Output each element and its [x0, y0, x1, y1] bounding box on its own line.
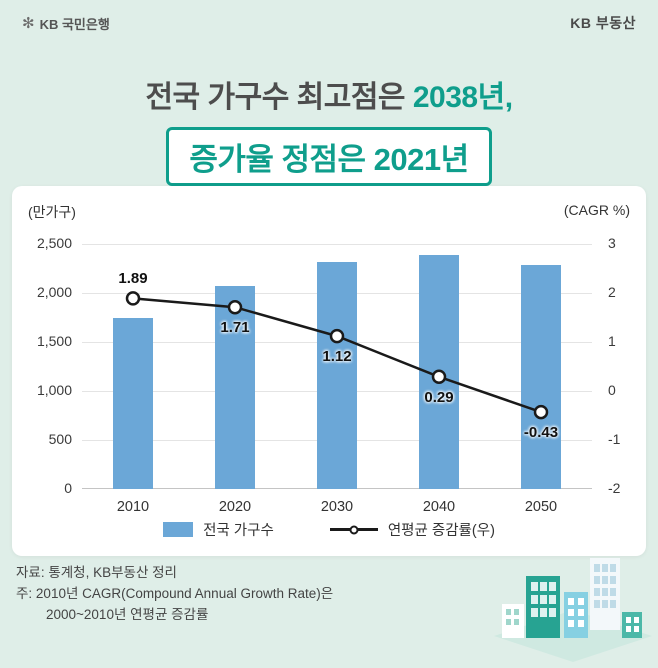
household-bar [215, 286, 255, 489]
left-axis-tick: 0 [64, 480, 72, 496]
line-marker-icon [349, 525, 359, 534]
plot-area: 0 -2 500 -1 1,000 0 1,500 1 2,000 2 2,500 3 2010 2020… [37, 235, 621, 515]
right-axis-tick: 1 [608, 333, 616, 349]
x-axis-label: 2020 [218, 499, 252, 515]
kb-bank-logo-text: KB 국민은행 [39, 16, 110, 32]
left-axis-tick: 1,500 [36, 333, 72, 349]
title-line2-box: 증가율 정점은 2021년 [166, 127, 492, 186]
cagr-point-label: 1.71 [220, 319, 250, 337]
left-axis-tick: 500 [48, 431, 72, 447]
legend-item-cagr: 연평균 증감률(우) [329, 519, 495, 540]
line-swatch-icon [329, 525, 378, 534]
header: ✻ KB 국민은행 KB 부동산 [0, 0, 658, 46]
household-bar [521, 265, 561, 489]
kb-star-icon: ✻ [22, 14, 35, 32]
title-line1-prefix: 전국 가구수 최고점은 [145, 81, 413, 114]
grid-line [82, 244, 592, 245]
cagr-line [125, 291, 549, 420]
right-axis-tick: 2 [608, 284, 616, 300]
x-axis-label: 2040 [422, 499, 456, 515]
kb-real-estate-brand: KB 부동산 [570, 15, 636, 31]
line-marker [125, 291, 141, 306]
right-axis-tick: 3 [608, 235, 616, 251]
kb-bank-logo: ✻ KB 국민은행 [22, 14, 110, 33]
right-axis-tick: 0 [608, 382, 616, 398]
x-axis-label: 2050 [524, 499, 558, 515]
left-axis-tick: 1,000 [36, 382, 72, 398]
household-bar [317, 261, 357, 489]
left-axis-title: (만가구) [28, 204, 76, 220]
legend-label-cagr: 연평균 증감률(우) [387, 523, 495, 539]
white-tower [590, 558, 620, 630]
title-line1-highlight: 2038년, [412, 81, 513, 114]
blue-building [564, 592, 588, 638]
bar-swatch-icon [163, 522, 194, 537]
cagr-point-label: 1.12 [322, 348, 352, 366]
line-marker [431, 369, 447, 385]
city-illustration [494, 558, 652, 662]
footer-notes: 자료: 통계청, KB부동산 정리 주: 2010년 CAGR(Compound… [16, 562, 333, 625]
line-marker [533, 404, 549, 420]
left-axis-tick: 2,500 [36, 235, 72, 251]
left-axis-tick: 2,000 [36, 284, 72, 300]
right-axis-title: (CAGR %) [563, 202, 630, 218]
footnote-line1: 주: 2010년 CAGR(Compound Annual Growth Rat… [16, 586, 334, 601]
small-teal-building [622, 612, 642, 638]
cagr-point-label: 1.89 [118, 270, 148, 288]
cagr-point-label: 0.29 [424, 388, 454, 406]
small-white-building [502, 604, 524, 638]
page-title: 전국 가구수 최고점은 2038년, 증가율 정점은 2021년 [0, 72, 658, 186]
x-axis-label: 2010 [116, 499, 150, 515]
chart-legend: 전국 가구수 연평균 증감률(우) [12, 519, 646, 540]
footnote-line2: 2000~2010년 연평균 증감률 [46, 607, 209, 622]
title-line1: 전국 가구수 최고점은 2038년, [0, 72, 658, 116]
teal-tower [526, 576, 560, 638]
right-axis-tick: -2 [608, 480, 621, 496]
household-bar [113, 317, 153, 489]
right-axis-tick: -1 [608, 431, 621, 447]
line-marker [329, 328, 345, 344]
source-note: 자료: 통계청, KB부동산 정리 [16, 565, 177, 580]
cagr-point-label: -0.43 [523, 424, 559, 442]
line-marker [227, 299, 243, 315]
x-axis-label: 2030 [320, 499, 354, 515]
chart-card: (만가구) (CAGR %) 0 -2 500 -1 1,000 0 1,500 1 2,000… [12, 186, 646, 556]
legend-label-households: 전국 가구수 [203, 523, 274, 539]
legend-item-households: 전국 가구수 [163, 519, 274, 540]
